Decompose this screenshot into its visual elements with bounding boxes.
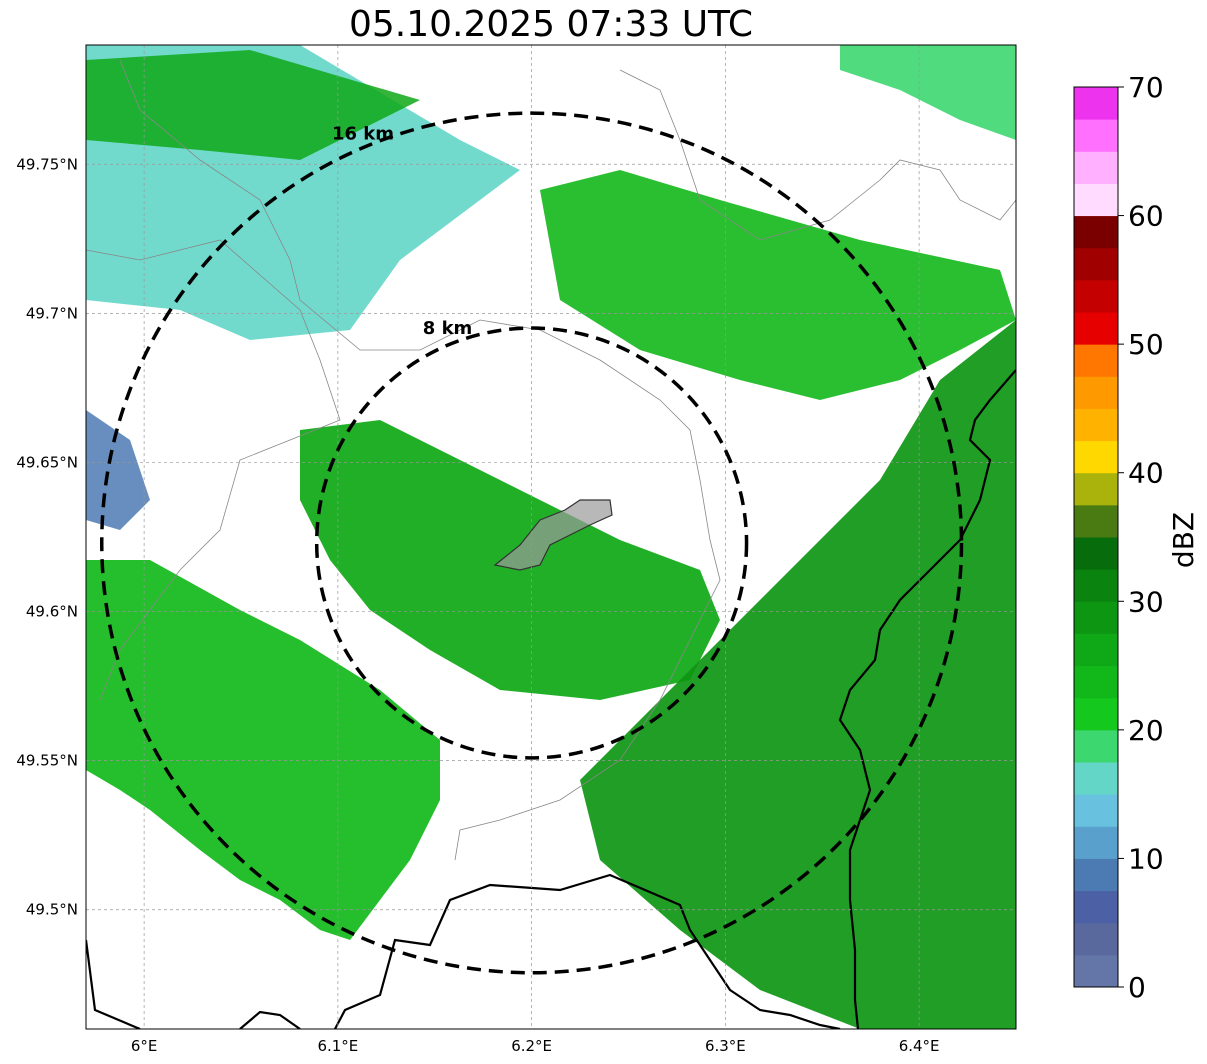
colorbar-segment: [1074, 954, 1118, 988]
admin-boundary-north: [119, 59, 721, 861]
range-rings: 8 km 16 km: [100, 111, 964, 975]
colorbar-segment: [1074, 440, 1118, 474]
colorbar-tick-label: 70: [1128, 71, 1164, 104]
colorbar-segment: [1074, 697, 1118, 731]
radar-band-southwest: [86, 560, 440, 940]
colorbar-tick-label: 30: [1128, 585, 1164, 618]
grid-lines: [86, 45, 1016, 1029]
colorbar-segment: [1074, 537, 1118, 570]
colorbar-segment: [1074, 279, 1118, 313]
colorbar-segment: [1074, 312, 1118, 345]
x-axis: 6°E 6.1°E 6.2°E 6.3°E 6.4°E: [131, 1037, 940, 1055]
admin-boundaries: [86, 59, 1016, 861]
colorbar-segment: [1074, 472, 1118, 506]
colorbar-segment: [1074, 762, 1118, 795]
plot-area: 8 km 16 km: [86, 45, 1016, 1029]
radar-band-southeast: [580, 320, 1016, 1029]
colorbar-segment: [1074, 151, 1118, 184]
x-tick-label: 6.1°E: [317, 1037, 358, 1055]
colorbar-tick-label: 50: [1128, 328, 1164, 361]
colorbar-segment: [1074, 633, 1118, 667]
y-tick-label: 49.55°N: [16, 752, 78, 770]
y-axis: 49.5°N 49.55°N 49.6°N 49.65°N 49.7°N 49.75°N: [16, 155, 78, 918]
admin-boundary-east: [619, 69, 1016, 241]
colorbar-segment: [1074, 344, 1118, 377]
colorbar-segment: [1074, 215, 1118, 249]
country-borders: [86, 369, 1016, 1029]
range-ring: [314, 326, 749, 760]
border-east: [838, 369, 1016, 1029]
x-tick-label: 6°E: [131, 1037, 158, 1055]
colorbar-segment: [1074, 826, 1118, 859]
x-tick-label: 6.4°E: [899, 1037, 940, 1055]
map-title: 05.10.2025 07:33 UTC: [348, 4, 754, 45]
colorbar-segment: [1074, 890, 1118, 924]
radar-band-northeast-top: [840, 45, 1016, 140]
admin-boundary-west: [86, 239, 341, 701]
colorbar-segment: [1074, 794, 1118, 827]
colorbar-segment: [1074, 376, 1118, 409]
colorbar-tick-label: 0: [1128, 971, 1146, 1004]
colorbar-tick-label: 60: [1128, 200, 1164, 233]
colorbar-label: dBZ: [1167, 512, 1200, 568]
radar-band-northeast: [540, 170, 1016, 400]
colorbar-tick-label: 40: [1128, 457, 1164, 490]
city-outline: [493, 499, 613, 571]
colorbar-segment: [1074, 601, 1118, 634]
radar-band-northwest-upper: [86, 50, 420, 160]
x-tick-label: 6.2°E: [511, 1037, 552, 1055]
range-ring-label: 16 km: [332, 123, 394, 144]
range-ring: [100, 111, 964, 975]
colorbar: 0 10 20 30 40 50 60 70: [1073, 71, 1164, 1004]
range-ring-label: 8 km: [423, 318, 473, 339]
y-tick-label: 49.7°N: [26, 304, 78, 322]
colorbar-segment: [1074, 729, 1118, 763]
colorbar-segment: [1074, 504, 1118, 538]
colorbar-tick-label: 10: [1128, 842, 1164, 875]
colorbar-segment: [1074, 87, 1118, 120]
y-tick-label: 49.6°N: [26, 603, 78, 621]
y-tick-label: 49.75°N: [16, 155, 78, 173]
colorbar-tick-label: 20: [1128, 714, 1164, 747]
colorbar-segment: [1074, 119, 1118, 152]
y-tick-label: 49.65°N: [16, 453, 78, 471]
colorbar-segment: [1074, 408, 1118, 442]
border-south: [86, 873, 841, 1029]
radar-echo-layer: [86, 45, 1016, 1029]
colorbar-frame: [1073, 86, 1119, 988]
plot-frame: [85, 44, 1017, 1030]
colorbar-segment: [1074, 569, 1118, 602]
colorbar-segment: [1074, 858, 1118, 892]
colorbar-segment: [1074, 183, 1118, 217]
x-tick-label: 6.3°E: [705, 1037, 746, 1055]
colorbar-segment: [1074, 665, 1118, 699]
colorbar-segment: [1074, 922, 1118, 956]
radar-band-west: [86, 410, 150, 530]
y-tick-label: 49.5°N: [26, 901, 78, 919]
colorbar-segment: [1074, 247, 1118, 281]
